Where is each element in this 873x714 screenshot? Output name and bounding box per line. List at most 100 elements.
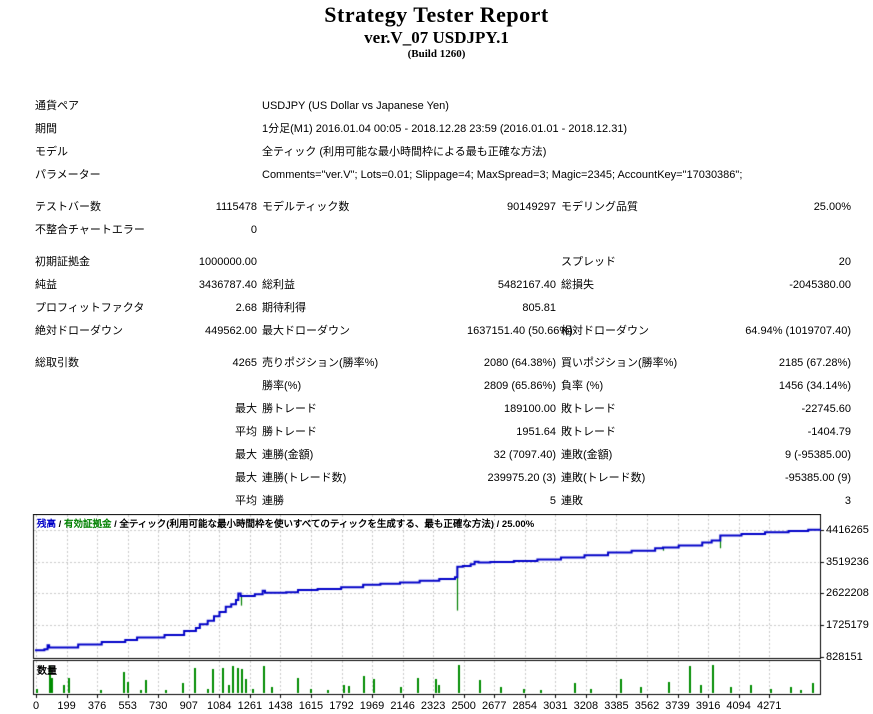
stat-label: 通貨ペア [35, 100, 79, 112]
stat-label [35, 467, 180, 490]
stat-label [35, 421, 180, 444]
stat-value: 20 [838, 256, 851, 268]
x-axis-label: 730 [149, 700, 168, 712]
stat-value: 0 [250, 224, 257, 236]
stat-value: 1000000.00 [198, 256, 257, 268]
stat-label: モデル [35, 146, 68, 158]
stat-label: 敗トレード [561, 403, 616, 415]
x-axis-label: 2500 [451, 700, 476, 712]
stat-label: 初期証拠金 [35, 256, 90, 268]
stat-label [35, 444, 180, 467]
stat-label: 不整合チャートエラー [35, 224, 145, 236]
x-axis-label: 1261 [237, 700, 263, 712]
stat-value: 449562.00 [205, 325, 257, 337]
x-axis-label: 1438 [268, 700, 293, 712]
stat-label [35, 375, 180, 398]
stat-label: モデリング品質 [561, 201, 638, 213]
stat-label: 売りポジション(勝率%) [262, 357, 379, 369]
stat-value: 25.00% [813, 201, 851, 213]
stat-value: 1637151.40 (50.66%) [467, 325, 573, 337]
stat-label: 期待利得 [262, 302, 306, 314]
stat-value: 4265 [232, 357, 257, 369]
stat-value: 平均 [235, 495, 257, 507]
stat-label: 期間 [35, 123, 57, 135]
stat-value [467, 251, 556, 274]
stat-label [35, 490, 180, 513]
volume-panel-label: 数量 [37, 666, 57, 677]
stat-label: 連敗(金額) [561, 449, 613, 461]
x-axis-label: 907 [179, 700, 198, 712]
stat-value: 2080 (64.38%) [483, 357, 556, 369]
stat-value [716, 297, 851, 320]
stat-label: プロフィットファクタ [35, 302, 145, 314]
report-header: Strategy Tester Report ver.V_07 USDJPY.1… [0, 0, 873, 60]
stat-label [262, 251, 462, 274]
x-axis-label: 3739 [665, 700, 690, 712]
stat-section-2: 初期証拠金 1000000.00 スプレッド 20 純益 3436787.40 総利益 548… [35, 251, 851, 343]
x-axis-label: 1969 [359, 700, 385, 712]
y-axis-label: 2622208 [826, 587, 869, 600]
x-axis-label: 1084 [207, 700, 232, 712]
stat-value: 1分足(M1) 2016.01.04 00:05 - 2018.12.28 23… [262, 123, 628, 135]
stat-value: -95385.00 (9) [784, 472, 851, 484]
stat-label: 買いポジション(勝率%) [561, 357, 678, 369]
x-axis-label: 2146 [390, 700, 415, 712]
stat-section-3: 総取引数 4265 売りポジション(勝率%) 2080 (64.38%) 買いポジション… [35, 352, 851, 513]
x-axis-label: 3208 [573, 700, 599, 712]
stat-label: テストバー数 [35, 201, 101, 213]
stat-label: 連敗 [561, 495, 583, 507]
legend-balance-label: 残高 [37, 519, 57, 530]
balance-chart-canvas [0, 514, 873, 714]
stat-value: -22745.60 [801, 403, 851, 415]
stat-value: 2.68 [235, 302, 257, 314]
x-axis-label: 1615 [298, 700, 324, 712]
stat-label: 連勝(金額) [262, 449, 314, 461]
stat-label: 連勝(トレード数) [262, 472, 347, 484]
x-axis-label: 3385 [604, 700, 629, 712]
chart-legend: 残高 / 有効証拠金 / 全ティック(利用可能な最小時間枠を使いすべてのティック… [37, 516, 817, 530]
x-axis-label: 2323 [420, 700, 446, 712]
stat-value: 2809 (65.86%) [483, 380, 556, 392]
stat-value: 9 (-95385.00) [784, 449, 851, 461]
x-axis-label: 1792 [329, 700, 354, 712]
stat-value: 1115478 [215, 201, 257, 213]
y-axis-label: 4416265 [826, 523, 869, 536]
stat-label: 勝トレード [262, 426, 317, 438]
stat-label: 総取引数 [35, 357, 79, 369]
stat-label: 純益 [35, 279, 57, 291]
stat-value [467, 219, 556, 242]
stat-value: 1951.64 [516, 426, 556, 438]
stat-value: 805.81 [522, 302, 556, 314]
stat-value: 最大 [235, 449, 257, 461]
stat-value: 189100.00 [504, 403, 556, 415]
stat-label: スプレッド [561, 256, 616, 268]
stat-value: 全ティック (利用可能な最小時間枠による最も正確な方法) [262, 146, 547, 158]
stat-label: 負率 (%) [561, 380, 604, 392]
stat-value: 90149297 [507, 201, 556, 213]
legend-separator: / [111, 519, 120, 530]
stat-label [561, 219, 711, 242]
stat-label: 勝率(%) [262, 380, 302, 392]
x-axis-label: 0 [32, 700, 40, 712]
stat-value: 5482167.40 [497, 279, 556, 291]
stat-value: 239975.20 (3) [487, 472, 557, 484]
stat-value: 最大 [235, 403, 257, 415]
stat-value: 64.94% (1019707.40) [745, 325, 851, 337]
stat-value: 最大 [235, 472, 257, 484]
stat-label [561, 297, 711, 320]
y-axis-label: 1725179 [826, 619, 869, 632]
info-section: 通貨ペア USDJPY (US Dollar vs Japanese Yen) 期間… [35, 95, 851, 187]
legend-separator: / [56, 519, 64, 530]
stat-value: 2185 (67.28%) [778, 357, 851, 369]
x-axis-label: 553 [118, 700, 137, 712]
stat-label: 連勝 [262, 495, 284, 507]
report-subtitle: ver.V_07 USDJPY.1 [364, 28, 509, 47]
x-axis-label: 199 [57, 700, 76, 712]
stat-label: 敗トレード [561, 426, 616, 438]
stat-label [262, 219, 462, 242]
stats-table: 通貨ペア USDJPY (US Dollar vs Japanese Yen) 期間… [35, 95, 851, 522]
x-axis-label: 4094 [726, 700, 751, 712]
stat-label: 総利益 [262, 279, 295, 291]
y-axis-label: 828151 [826, 651, 863, 663]
